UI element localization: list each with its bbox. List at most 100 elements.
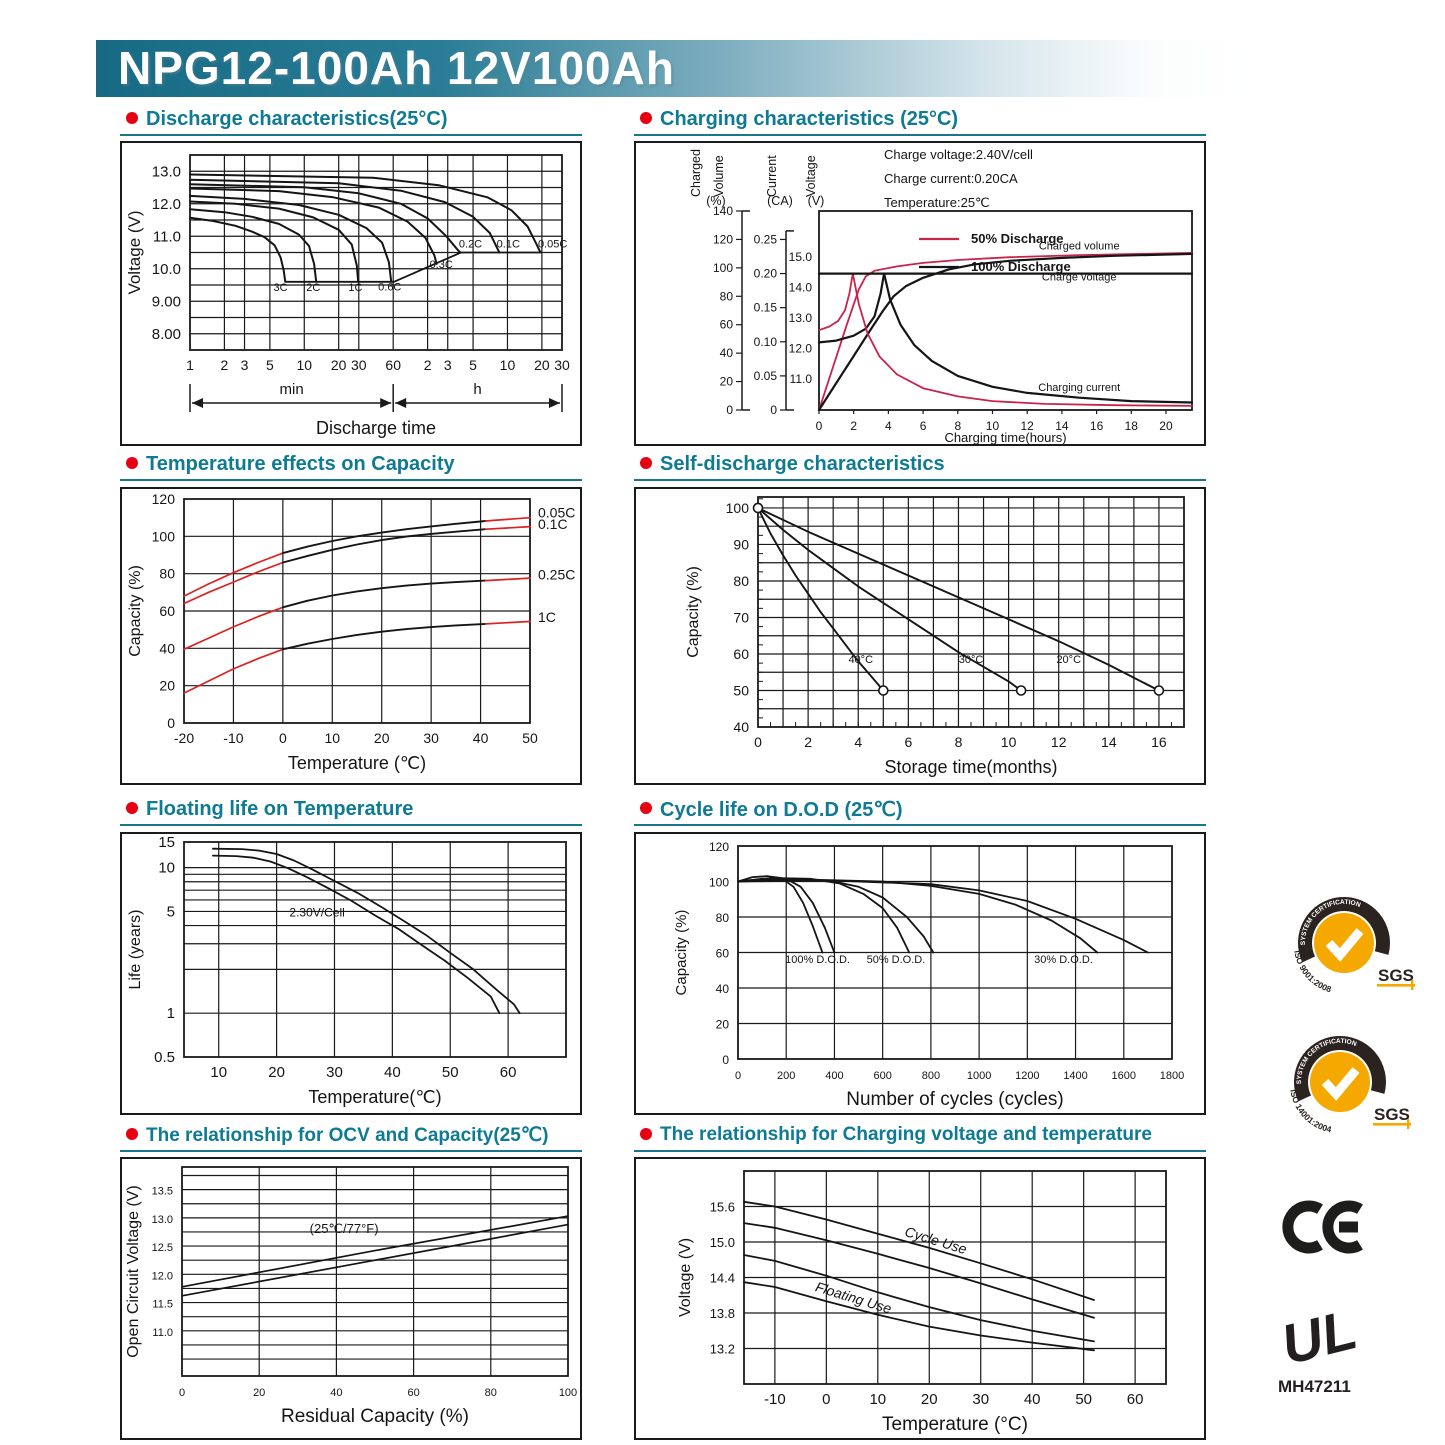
svg-text:70: 70 (733, 609, 749, 625)
svg-text:11.5: 11.5 (152, 1299, 173, 1311)
svg-text:20: 20 (374, 730, 390, 746)
self-discharge-svg: 0 2 4 6 8 10 12 14 16 40 50 60 70 80 90 100 Capacity (%)… (634, 487, 1206, 785)
sgs-iso9001-badge: SYSTEM CERTIFICATION ISO 9001:2008 SGS (1282, 893, 1422, 1000)
svg-text:10: 10 (500, 357, 516, 373)
svg-text:Current: Current (765, 155, 779, 197)
svg-text:5: 5 (266, 357, 274, 373)
title-banner: NPG12-100Ah 12V100Ah (96, 40, 1246, 97)
svg-text:Charge voltage: Charge voltage (1042, 272, 1117, 284)
svg-text:15.0: 15.0 (789, 250, 813, 264)
svg-text:0: 0 (722, 1053, 729, 1067)
svg-text:60: 60 (159, 603, 175, 619)
svg-text:10: 10 (296, 357, 312, 373)
ul-letters: UL (1275, 1300, 1363, 1376)
svg-text:80: 80 (485, 1387, 497, 1399)
svg-text:0.3C: 0.3C (430, 259, 453, 271)
svg-text:10: 10 (869, 1391, 886, 1408)
svg-text:min: min (280, 381, 304, 398)
svg-text:0: 0 (770, 403, 777, 417)
bullet-icon (640, 457, 652, 469)
svg-text:Residual Capacity (%): Residual Capacity (%) (281, 1406, 469, 1427)
charging-svg: 0 2 4 6 8 10 12 14 16 18 20 Charged Volume Current Vol… (634, 141, 1206, 446)
svg-text:40: 40 (473, 730, 489, 746)
svg-text:1C: 1C (538, 609, 556, 625)
bullet-icon (126, 1128, 138, 1140)
svg-text:20: 20 (159, 678, 175, 694)
svg-text:20: 20 (1159, 419, 1173, 433)
heading-text: The relationship for OCV and Capacity(25… (146, 1124, 549, 1146)
svg-text:40: 40 (384, 1064, 401, 1081)
svg-text:Temperature (℃): Temperature (℃) (288, 753, 426, 773)
svg-text:0.5: 0.5 (154, 1049, 175, 1066)
heading-text: Temperature effects on Capacity (146, 452, 455, 475)
heading-floating-life: Floating life on Temperature (120, 794, 582, 826)
svg-text:0.6C: 0.6C (378, 282, 401, 294)
svg-text:50: 50 (522, 730, 538, 746)
svg-text:2: 2 (850, 419, 857, 433)
svg-text:2.30V/Cell: 2.30V/Cell (289, 906, 344, 920)
svg-text:6: 6 (904, 734, 912, 750)
svg-text:60: 60 (716, 947, 730, 961)
svg-text:-10: -10 (223, 730, 243, 746)
svg-text:80: 80 (716, 911, 730, 925)
svg-text:Voltage (V): Voltage (V) (677, 1238, 694, 1317)
temp-capacity-svg: -20 -10 0 10 20 30 40 50 0 20 40 60 80 100 120 Capacity… (120, 487, 582, 785)
svg-text:13.8: 13.8 (710, 1306, 735, 1321)
svg-text:11.0: 11.0 (153, 228, 181, 245)
svg-text:(25℃/77°F): (25℃/77°F) (310, 1221, 379, 1236)
sgs-brand-text: SGS (1374, 1105, 1410, 1124)
heading-discharge: Discharge characteristics(25°C) (120, 104, 582, 136)
bullet-icon (126, 457, 138, 469)
svg-text:80: 80 (720, 289, 734, 303)
svg-text:12: 12 (1021, 419, 1035, 433)
svg-text:800: 800 (922, 1070, 940, 1082)
bullet-icon (640, 112, 652, 124)
svg-text:3: 3 (241, 357, 249, 373)
svg-text:2: 2 (424, 357, 432, 373)
bullet-icon (126, 112, 138, 124)
page-title: NPG12-100Ah 12V100Ah (118, 42, 675, 94)
svg-text:60: 60 (733, 646, 749, 662)
svg-text:Charging current: Charging current (1038, 382, 1120, 394)
svg-text:30: 30 (972, 1391, 989, 1408)
svg-text:12.5: 12.5 (152, 1242, 173, 1254)
svg-text:2: 2 (804, 734, 812, 750)
svg-text:30: 30 (423, 730, 439, 746)
heading-self-discharge: Self-discharge characteristics (634, 449, 1206, 481)
svg-text:400: 400 (825, 1070, 843, 1082)
svg-text:Charge current:0.20CA: Charge current:0.20CA (884, 171, 1018, 186)
svg-text:8: 8 (954, 419, 961, 433)
svg-text:13.2: 13.2 (710, 1342, 735, 1357)
ul-mark-icon: UL MH47211 (1275, 1297, 1363, 1396)
svg-text:2C: 2C (306, 282, 320, 294)
svg-text:Charging time(hours): Charging time(hours) (944, 430, 1066, 445)
svg-text:h: h (473, 381, 481, 398)
svg-text:100% D.O.D.: 100% D.O.D. (785, 954, 850, 966)
heading-charging: Charging characteristics (25°C) (634, 104, 1206, 136)
svg-text:5: 5 (167, 903, 175, 920)
chart-cycle-life: 0 200 400 600 800 1000 1200 1400 1600 1800 0 20 40 60… (634, 832, 1206, 1115)
bullet-icon (126, 802, 138, 814)
svg-text:Discharge time: Discharge time (316, 418, 436, 438)
svg-text:0.05C: 0.05C (538, 505, 575, 521)
svg-text:13.5: 13.5 (152, 1186, 173, 1198)
svg-text:100: 100 (152, 528, 176, 544)
svg-text:50: 50 (1075, 1391, 1092, 1408)
svg-text:40: 40 (330, 1387, 342, 1399)
heading-text: Charging characteristics (25°C) (660, 107, 959, 130)
svg-text:-20: -20 (174, 730, 194, 746)
svg-text:10: 10 (158, 860, 175, 877)
svg-text:0.25C: 0.25C (538, 566, 575, 582)
svg-text:1000: 1000 (967, 1070, 991, 1082)
svg-text:Capacity (%): Capacity (%) (673, 910, 690, 996)
svg-text:Temperature(℃): Temperature(℃) (308, 1087, 441, 1107)
svg-text:8: 8 (955, 734, 963, 750)
svg-text:0.05: 0.05 (754, 369, 778, 383)
heading-text: Floating life on Temperature (146, 797, 414, 820)
svg-text:0: 0 (167, 715, 175, 731)
chart-floating-life: 10 20 30 40 50 60 15 10 5 1 0.5 Life (years) Tempera… (120, 832, 582, 1115)
svg-text:30: 30 (351, 357, 367, 373)
svg-text:0.10: 0.10 (754, 335, 778, 349)
svg-text:50: 50 (442, 1064, 459, 1081)
svg-text:(V): (V) (808, 194, 825, 208)
